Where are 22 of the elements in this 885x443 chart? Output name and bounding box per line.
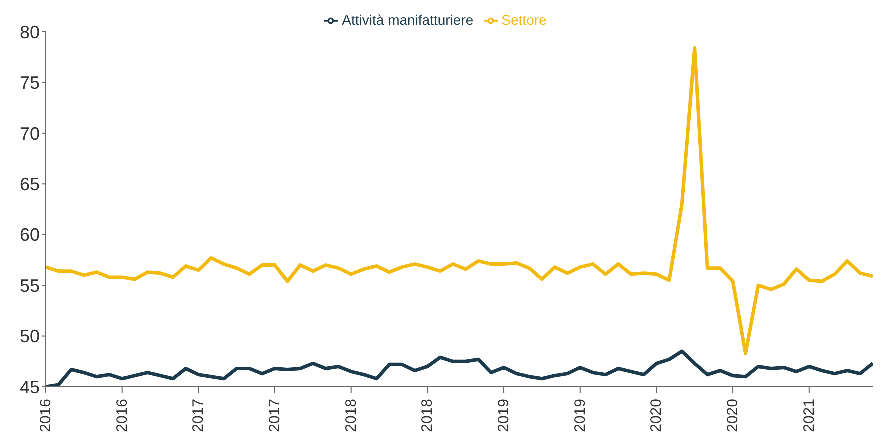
legend-label: Attività manifatturiere	[342, 12, 474, 28]
line-series	[46, 46, 873, 356]
x-tick-label: 2021	[800, 399, 818, 432]
x-tick-label: 2018	[419, 399, 436, 432]
x-tick-label: 2016	[38, 399, 54, 432]
legend-label: Settore	[502, 12, 547, 28]
x-tick-label: 2020	[724, 399, 742, 432]
x-tick-label: 2019	[496, 399, 513, 432]
x-tick-label: 2020	[648, 399, 666, 432]
x-tick-label: 2017	[190, 399, 208, 432]
x-tick-label: 2017	[266, 399, 284, 432]
y-tick-label: 70	[20, 124, 40, 144]
y-tick-label: 80	[20, 22, 40, 42]
y-tick-label: 50	[20, 326, 40, 347]
y-tick-label: 60	[20, 225, 40, 246]
y-tick-label: 75	[20, 73, 40, 94]
y-tick-label: 45	[20, 377, 40, 398]
x-tick-label: 2018	[342, 399, 360, 432]
y-tick-label: 65	[20, 174, 40, 195]
x-tick-label: 2016	[114, 399, 131, 432]
y-tick-label: 55	[20, 276, 40, 296]
x-tick-label: 2019	[572, 399, 589, 432]
